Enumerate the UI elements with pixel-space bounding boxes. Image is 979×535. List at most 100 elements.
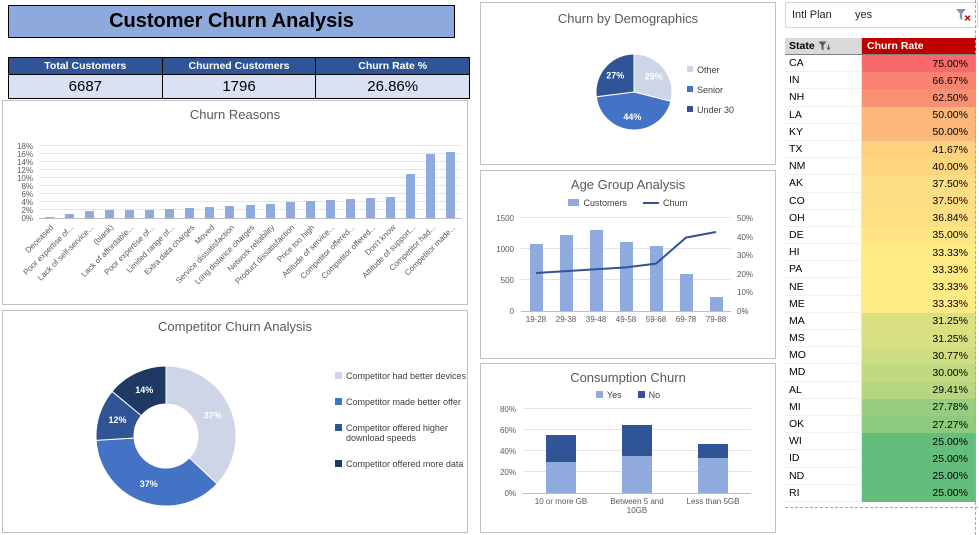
state-cell[interactable]: MA — [785, 312, 862, 330]
rate-cell[interactable]: 30.00% — [862, 364, 976, 382]
y-axis-tick: 1000 — [496, 245, 514, 254]
state-cell[interactable]: KY — [785, 123, 862, 141]
state-cell[interactable]: OK — [785, 415, 862, 434]
state-cell[interactable]: ND — [785, 467, 862, 485]
y-axis-tick: 12% — [16, 166, 33, 175]
table-row[interactable]: MI 27.78% — [785, 398, 976, 416]
x-axis-labels: Deceased Poor expertise of... Lack of self… — [3, 221, 467, 304]
table-row[interactable]: OK 27.27% — [785, 415, 976, 434]
x-axis-label: Between 5 and 10GB — [610, 497, 664, 516]
table-row[interactable]: NE 33.33% — [785, 278, 976, 296]
competitor-churn-chart: Competitor Churn Analysis 37% 37% 12% 14% C… — [2, 310, 468, 533]
state-cell[interactable]: OH — [785, 209, 862, 227]
state-cell[interactable]: MD — [785, 364, 862, 382]
rate-cell[interactable]: 29.41% — [862, 381, 976, 399]
rate-cell[interactable]: 35.00% — [862, 226, 976, 245]
table-row[interactable]: HI 33.33% — [785, 244, 976, 262]
rate-cell[interactable]: 25.00% — [862, 484, 976, 502]
filter-sort-icon[interactable] — [818, 41, 831, 52]
table-row[interactable]: MS 31.25% — [785, 330, 976, 348]
legend-item: Competitor offered higher download speed… — [335, 423, 467, 445]
table-row[interactable]: IN 66.67% — [785, 72, 976, 90]
table-row[interactable]: PA 33.33% — [785, 261, 976, 279]
table-row[interactable]: CO 37.50% — [785, 192, 976, 210]
state-cell[interactable]: LA — [785, 106, 862, 124]
state-cell[interactable]: IN — [785, 72, 862, 90]
table-row[interactable]: KY 50.00% — [785, 123, 976, 141]
table-row[interactable]: ME 33.33% — [785, 295, 976, 313]
bar — [559, 234, 573, 311]
table-row[interactable]: ID 25.00% — [785, 450, 976, 468]
state-cell[interactable]: MO — [785, 347, 862, 365]
table-row[interactable]: MA 31.25% — [785, 312, 976, 330]
legend-label: Churn — [663, 198, 688, 208]
rate-cell[interactable]: 25.00% — [862, 433, 976, 451]
state-cell[interactable]: MI — [785, 398, 862, 416]
legend-item: Yes — [595, 390, 622, 401]
rate-cell[interactable]: 75.00% — [862, 55, 976, 73]
state-cell[interactable]: WI — [785, 433, 862, 451]
rate-cell[interactable]: 33.33% — [862, 244, 976, 262]
rate-cell[interactable]: 66.67% — [862, 72, 976, 90]
state-cell[interactable]: RI — [785, 484, 862, 502]
state-cell[interactable]: ME — [785, 295, 862, 313]
state-cell[interactable]: PA — [785, 261, 862, 279]
state-cell[interactable]: NE — [785, 278, 862, 296]
rate-cell[interactable]: 31.25% — [862, 330, 976, 348]
rate-cell[interactable]: 27.27% — [862, 415, 976, 434]
page-break-line-horizontal — [785, 507, 978, 508]
state-cell[interactable]: NH — [785, 89, 862, 107]
legend-item: Competitor had better devices — [335, 371, 467, 382]
table-row[interactable]: ND 25.00% — [785, 467, 976, 485]
table-row[interactable]: LA 50.00% — [785, 106, 976, 124]
rate-cell[interactable]: 25.00% — [862, 467, 976, 485]
state-cell[interactable]: HI — [785, 244, 862, 262]
chart-title: Competitor Churn Analysis — [158, 319, 312, 334]
table-row[interactable]: WI 25.00% — [785, 433, 976, 451]
table-row[interactable]: AL 29.41% — [785, 381, 976, 399]
rate-cell[interactable]: 30.77% — [862, 347, 976, 365]
y-axis-tick: 0% — [21, 214, 33, 223]
rate-cell[interactable]: 31.25% — [862, 312, 976, 330]
table-row[interactable]: MO 30.77% — [785, 347, 976, 365]
slicer-selected-value[interactable]: yes — [855, 9, 873, 21]
legend-marker — [687, 85, 693, 92]
table-row[interactable]: NH 62.50% — [785, 89, 976, 107]
clear-filter-icon[interactable] — [955, 8, 971, 22]
state-cell[interactable]: TX — [785, 140, 862, 159]
churn-rate-column-header: Churn Rate — [862, 38, 976, 54]
rate-cell[interactable]: 50.00% — [862, 106, 976, 124]
rate-cell[interactable]: 50.00% — [862, 123, 976, 141]
rate-cell[interactable]: 40.00% — [862, 158, 976, 176]
state-cell[interactable]: MS — [785, 330, 862, 348]
table-row[interactable]: CA 75.00% — [785, 55, 976, 73]
table-row[interactable]: OH 36.84% — [785, 209, 976, 227]
rate-cell[interactable]: 62.50% — [862, 89, 976, 107]
table-row[interactable]: DE 35.00% — [785, 226, 976, 245]
state-cell[interactable]: NM — [785, 158, 862, 176]
table-row[interactable]: TX 41.67% — [785, 140, 976, 159]
rate-cell[interactable]: 37.50% — [862, 192, 976, 210]
table-row[interactable]: NM 40.00% — [785, 158, 976, 176]
rate-cell[interactable]: 25.00% — [862, 450, 976, 468]
y-axis-tick: 20% — [737, 269, 754, 279]
rate-cell[interactable]: 33.33% — [862, 278, 976, 296]
state-cell[interactable]: ID — [785, 450, 862, 468]
rate-cell[interactable]: 37.50% — [862, 175, 976, 193]
state-cell[interactable]: CA — [785, 55, 862, 73]
state-cell[interactable]: CO — [785, 192, 862, 210]
rate-cell[interactable]: 33.33% — [862, 295, 976, 313]
svg-text:44%: 44% — [623, 112, 641, 122]
table-row[interactable]: AK 37.50% — [785, 175, 976, 193]
rate-cell[interactable]: 41.67% — [862, 140, 976, 159]
state-cell[interactable]: AL — [785, 381, 862, 399]
rate-cell[interactable]: 33.33% — [862, 261, 976, 279]
rate-cell[interactable]: 36.84% — [862, 209, 976, 227]
state-cell[interactable]: AK — [785, 175, 862, 193]
table-row[interactable]: RI 25.00% — [785, 484, 976, 502]
rate-cell[interactable]: 27.78% — [862, 398, 976, 416]
state-cell[interactable]: DE — [785, 226, 862, 245]
right-y-axis: 0% 10% 20% 30% 40% 50% — [734, 214, 768, 316]
bar — [124, 210, 134, 218]
table-row[interactable]: MD 30.00% — [785, 364, 976, 382]
